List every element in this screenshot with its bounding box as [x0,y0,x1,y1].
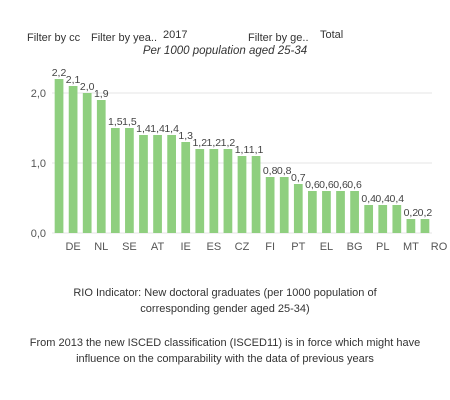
bar [265,177,275,233]
bar [110,128,120,233]
data-label: 0,6 [305,179,320,191]
x-tick-label: AT [151,241,165,253]
bar [223,149,233,233]
y-tick-label: 0,0 [31,228,46,240]
x-tick-label: PL [376,241,389,253]
isced-note: From 2013 the new ISCED classification (… [29,337,421,365]
bar [322,191,331,233]
data-label: 2,0 [80,81,95,93]
bar [96,100,106,233]
x-tick-label: PT [291,241,305,253]
country-filter[interactable]: Filter by cc [27,32,81,44]
bar [209,149,219,233]
data-label: 0,7 [291,172,306,184]
data-label: 0,4 [375,193,390,205]
data-label: 0,8 [277,165,292,177]
bar [279,177,289,233]
bar [153,135,162,233]
data-label: 1,5 [108,116,123,128]
data-label: 2,1 [66,74,81,86]
bar [54,79,64,233]
data-label: 1,1 [249,144,264,156]
bar [82,93,92,233]
bar [378,205,388,233]
gender-filter-value[interactable]: Total [320,29,344,41]
bar [68,86,78,233]
y-tick-label: 1,0 [31,158,46,170]
data-label: 0,2 [404,207,419,219]
data-label: 0,4 [361,193,376,205]
bar [237,156,247,233]
x-tick-label: CZ [235,241,250,253]
x-tick-label: BG [347,241,363,253]
bar [251,156,261,233]
chart-subtitle: Per 1000 population aged 25-34 [142,45,308,57]
data-label: 0,4 [390,193,405,205]
y-tick-label: 2,0 [31,88,46,100]
x-tick-label: EL [320,241,333,253]
data-label: 0,6 [319,179,334,191]
bar [293,184,303,233]
data-label: 1,1 [235,144,250,156]
bar [181,142,191,233]
data-label: 1,2 [207,137,222,149]
x-tick-label: NL [94,241,108,253]
bar [420,219,430,233]
bar [364,205,374,233]
x-tick-label: FI [265,241,275,253]
data-label: 1,5 [122,116,137,128]
data-label: 2,2 [52,67,67,79]
bar-chart: 0,01,02,02,22,12,01,91,5 1,51,4 1,4 1,41,31… [31,67,448,253]
data-label: 0,6 [333,179,348,191]
bar [406,219,416,233]
bar [336,191,345,233]
bar [308,191,317,233]
x-tick-label: SE [122,241,137,253]
year-filter-value[interactable]: 2017 [163,29,188,41]
indicator-note: RIO Indicator: New doctoral graduates (p… [73,287,377,315]
data-label: 1,4 [150,123,165,135]
x-tick-label: DE [65,241,80,253]
data-label: 0,6 [347,179,362,191]
x-tick-label: RO [431,241,448,253]
data-label: 0,8 [263,165,278,177]
x-tick-label: IE [181,241,191,253]
bar [350,191,359,233]
bar [392,205,402,233]
data-label: 1,9 [94,88,109,100]
bar [139,135,148,233]
data-label: 1,3 [178,130,193,142]
bar [167,135,176,233]
bar [195,149,205,233]
bar [125,128,134,233]
data-label: 1,2 [192,137,207,149]
data-label: 1,4 [136,123,151,135]
x-tick-label: MT [403,241,419,253]
year-filter[interactable]: Filter by yea.. [91,32,158,44]
data-label: 1,4 [164,123,179,135]
x-tick-label: ES [207,241,222,253]
data-label: 1,2 [221,137,236,149]
data-label: 0,2 [418,207,433,219]
gender-filter[interactable]: Filter by ge.. [248,32,309,44]
